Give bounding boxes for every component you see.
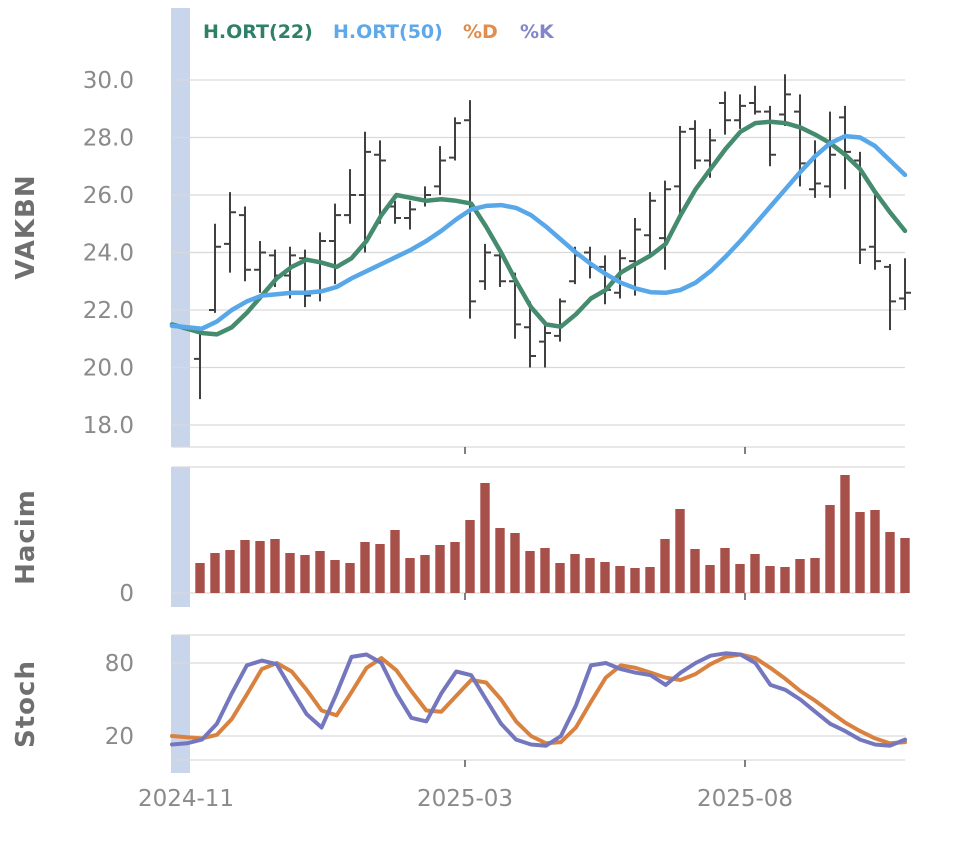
volume-ytick-labels: 0 <box>119 581 134 607</box>
x-tick-label-2025-08: 2025-08 <box>696 786 794 812</box>
price-panel-title: VAKBN <box>11 174 41 280</box>
ma22-line <box>169 119 908 337</box>
legend-ma50: H.ORT(50) <box>333 21 443 43</box>
ma50-line <box>169 133 908 331</box>
stoch-ytick-labels: 80 20 <box>105 651 134 750</box>
legend-percent-k: %K <box>520 21 554 43</box>
svg-text:24.0: 24.0 <box>83 241 134 267</box>
svg-text:20.0: 20.0 <box>83 356 134 382</box>
price-gridlines <box>172 79 905 448</box>
x-tick-label-2024-11: 2024-11 <box>137 786 235 812</box>
stoch-d-line <box>170 652 907 746</box>
svg-text:26.0: 26.0 <box>83 183 134 209</box>
volume-panel-title: Hacim <box>11 489 41 585</box>
svg-text:0: 0 <box>119 581 134 607</box>
svg-text:20: 20 <box>105 724 134 750</box>
ohlc-bars <box>194 74 911 400</box>
svg-text:28.0: 28.0 <box>83 126 134 152</box>
volume-bars <box>195 475 910 593</box>
svg-text:18.0: 18.0 <box>83 413 134 439</box>
x-axis-ticks <box>464 447 746 767</box>
stoch-panel-title: Stoch <box>11 660 41 748</box>
price-ytick-labels: 30.0 28.0 26.0 24.0 22.0 20.0 18.0 <box>83 68 134 439</box>
chart-legend: H.ORT(22) H.ORT(50) %D %K <box>0 21 960 47</box>
stoch-k-line <box>170 651 907 748</box>
legend-ma22: H.ORT(22) <box>203 21 313 43</box>
legend-percent-d: %D <box>463 21 498 43</box>
svg-text:30.0: 30.0 <box>83 68 134 94</box>
svg-text:22.0: 22.0 <box>83 298 134 324</box>
volume-panel-frame <box>172 466 905 594</box>
x-tick-label-2025-03: 2025-03 <box>416 786 514 812</box>
svg-text:80: 80 <box>105 651 134 677</box>
stoch-panel-frame <box>172 634 905 761</box>
left-highlight-bars <box>171 8 190 773</box>
